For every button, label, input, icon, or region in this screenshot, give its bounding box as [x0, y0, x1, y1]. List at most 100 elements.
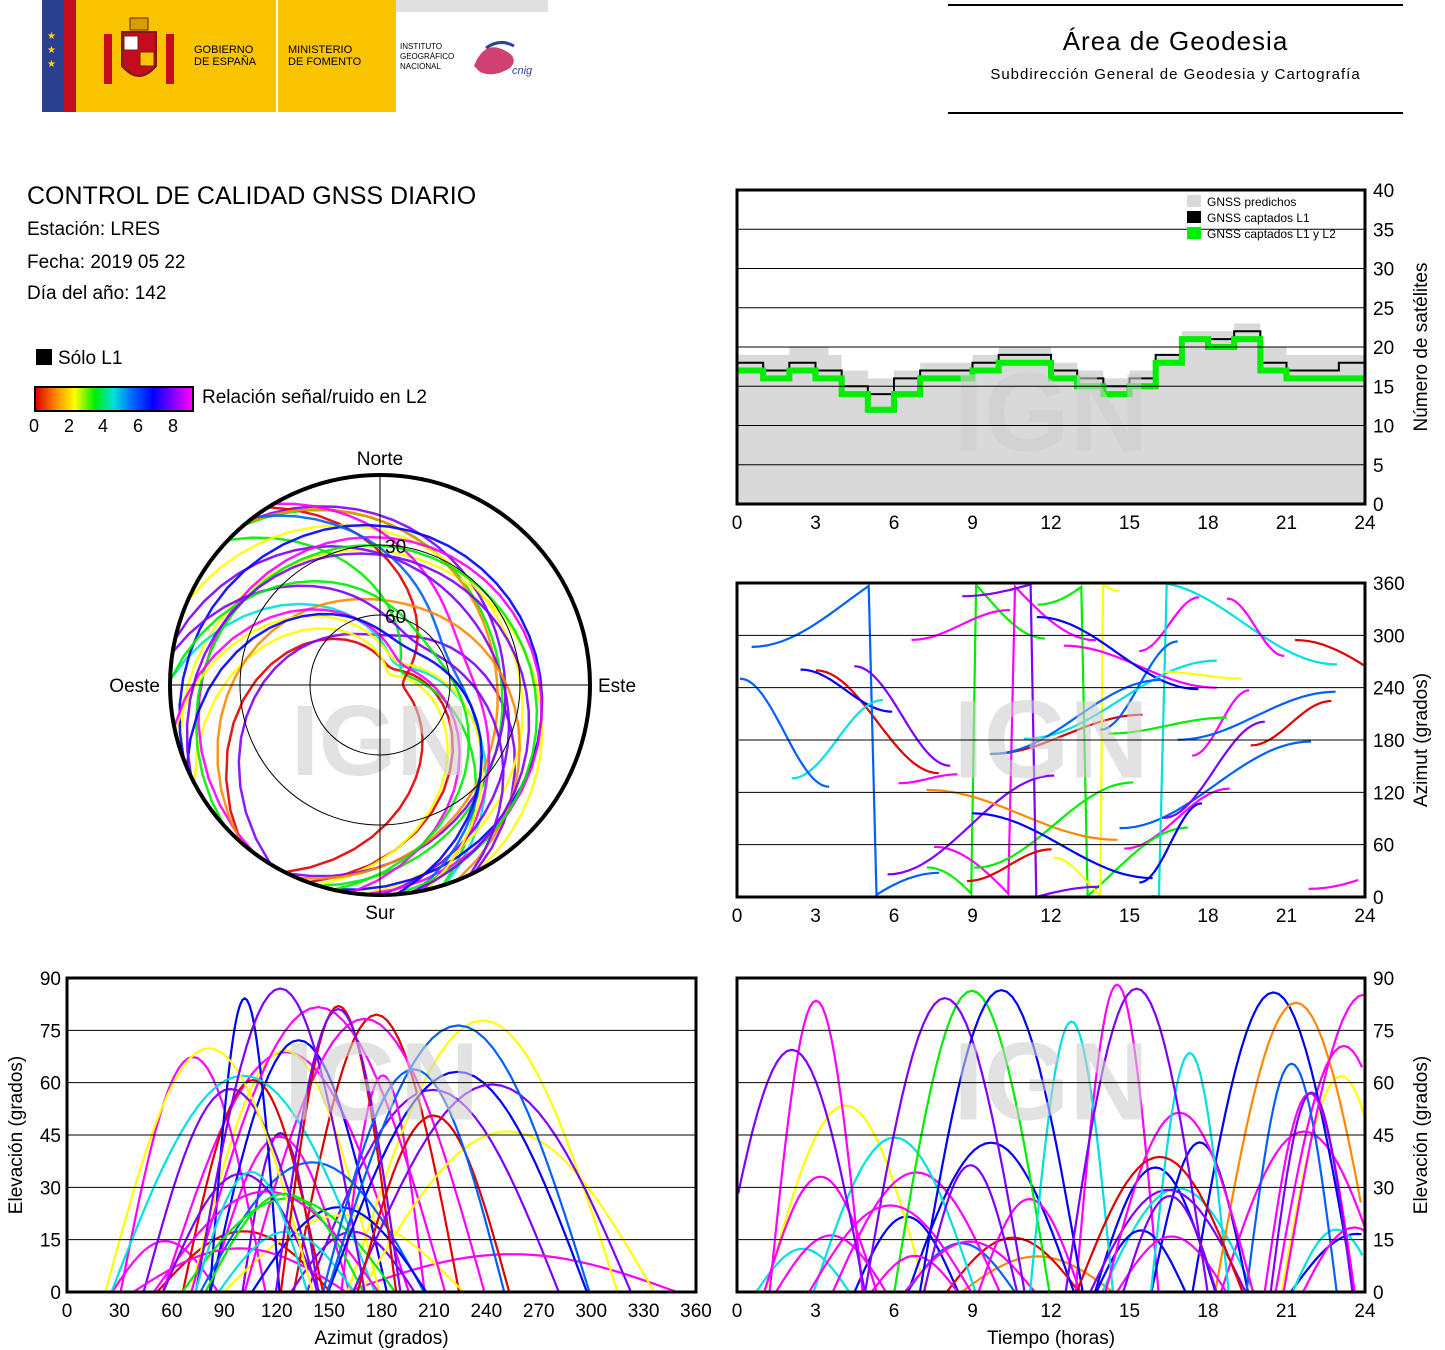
azimuth-track [815, 669, 939, 775]
satellite-track [246, 508, 499, 880]
satellite-track [268, 505, 424, 874]
elevation-time-track [864, 996, 1026, 1293]
elevation-time-track [893, 989, 1051, 1293]
satellite-track [171, 584, 505, 876]
elevation-time-track [768, 999, 864, 1293]
elevation-azimuth-chart: IGN 0 15 30 45 60 75 90 0 30 60 90 120 150 180 210 240 27… [6, 969, 712, 1349]
snr-colorbar [34, 386, 194, 412]
watermark: IGN [953, 1020, 1149, 1143]
y-tick-label: 15 [1373, 377, 1394, 398]
elevation-track [305, 1088, 560, 1293]
watermark: IGN [953, 352, 1149, 475]
legend-l1-label: Sólo L1 [58, 348, 123, 369]
y-tick-label: 20 [1373, 338, 1394, 359]
y-axis-label: Número de satélites [1411, 263, 1432, 432]
gobierno-logo: GOBIERNO DE ESPAÑA [64, 0, 276, 112]
elevation-track [243, 1017, 486, 1293]
y-tick-label: 60 [1373, 836, 1394, 857]
x-tick-label: 6 [889, 906, 900, 927]
satellite-track [194, 544, 539, 896]
x-tick-label: 3 [810, 513, 821, 530]
x-tick-label: 0 [732, 513, 743, 530]
legend-swatch [1187, 227, 1201, 239]
gobierno-text: GOBIERNO DE ESPAÑA [194, 44, 257, 68]
elevation-time-track [1214, 1001, 1362, 1293]
elevation-time-track [945, 1236, 1080, 1293]
azimuth-track [1063, 644, 1217, 689]
colorbar-tick: 4 [98, 416, 109, 436]
x-tick-label: 15 [1119, 513, 1140, 530]
y-tick-label: 0 [1373, 1283, 1384, 1304]
y-tick-label: 60 [40, 1074, 61, 1095]
x-tick-label: 90 [214, 1301, 235, 1322]
azimuth-track [1164, 670, 1242, 680]
azimuth-track [739, 677, 830, 788]
x-tick-label: 12 [1040, 513, 1061, 530]
elevation-track [352, 1083, 632, 1293]
azimuth-track [926, 582, 1045, 897]
y-tick-label: 300 [1373, 626, 1405, 647]
y-tick-label: 0 [1373, 888, 1384, 909]
y-tick-label: 60 [1373, 1074, 1394, 1095]
y-tick-label: 120 [1373, 783, 1405, 804]
y-tick-label: 75 [1373, 1021, 1394, 1042]
satellite-track [193, 627, 450, 887]
satellite-track [185, 552, 531, 895]
elevation-track [279, 1004, 398, 1293]
plot-border [65, 976, 698, 1294]
north-label: Norte [357, 449, 403, 470]
horizon-circle [168, 473, 592, 897]
elevation-time-track [1280, 1074, 1367, 1293]
area-title: Área de Geodesia [1062, 26, 1289, 56]
y-tick-label: 30 [40, 1178, 61, 1199]
satellite-track [185, 612, 484, 896]
azimuth-track [1308, 878, 1359, 890]
legend-label: GNSS captados L1 [1207, 211, 1310, 225]
header-logos: ★ ★ ★ GOBIERNO DE ESPAÑA MINISTERIO DE FOMEN… [42, 0, 548, 112]
y-tick-label: 40 [1373, 181, 1394, 202]
y-tick-label: 10 [1373, 417, 1394, 438]
l1-swatch [36, 349, 52, 365]
legend-label: GNSS captados L1 y L2 [1207, 227, 1336, 241]
elevation-time-track [1191, 991, 1356, 1293]
x-tick-label: 360 [680, 1301, 712, 1322]
azimuth-track [1295, 638, 1365, 667]
x-tick-label: 15 [1119, 1301, 1140, 1322]
azimuth-track [1119, 740, 1312, 830]
elevation-track [152, 1190, 380, 1293]
elevation-time-track [1029, 1020, 1115, 1293]
elevation-track [104, 1047, 314, 1293]
elevation-track [208, 997, 281, 1293]
y-tick-label: 30 [1373, 1178, 1394, 1199]
west-label: Oeste [109, 676, 160, 697]
satellite-track [178, 523, 544, 891]
elevation-time-track [977, 1197, 1082, 1293]
azimuth-track [972, 812, 1153, 880]
satellite-track [179, 548, 544, 872]
x-tick-label: 21 [1276, 906, 1297, 927]
cnig-logo-icon: cnig [474, 41, 533, 77]
x-axis-label: Tiempo (horas) [987, 1328, 1115, 1349]
legend-l1-only: Sólo L1 [36, 348, 122, 370]
watermark: IGN [284, 1020, 480, 1143]
x-tick-label: 6 [889, 1301, 900, 1322]
x-tick-label: 0 [732, 906, 743, 927]
x-tick-label: 9 [967, 906, 978, 927]
ign-logo: INSTITUTO GEOGRÁFICO NACIONAL cnig [396, 0, 548, 112]
elevation-time-track [918, 988, 1084, 1293]
x-tick-label: 60 [161, 1301, 182, 1322]
elevation-time-track [870, 1254, 959, 1293]
azimuth-track [1151, 582, 1338, 898]
elevation-track [327, 1070, 588, 1293]
elevation-track [194, 1170, 309, 1293]
x-tick-label: 21 [1276, 513, 1297, 530]
satellite-track [216, 597, 522, 882]
report-title: CONTROL DE CALIDAD GNSS DIARIO [27, 182, 477, 210]
x-tick-label: 9 [967, 513, 978, 530]
azimuth-track [1139, 802, 1203, 884]
y-tick-label: 90 [1373, 969, 1394, 990]
elevation-time-track [808, 1204, 973, 1293]
south-label: Sur [365, 903, 395, 924]
y-axis-label: Elevación (grados) [6, 1056, 27, 1214]
